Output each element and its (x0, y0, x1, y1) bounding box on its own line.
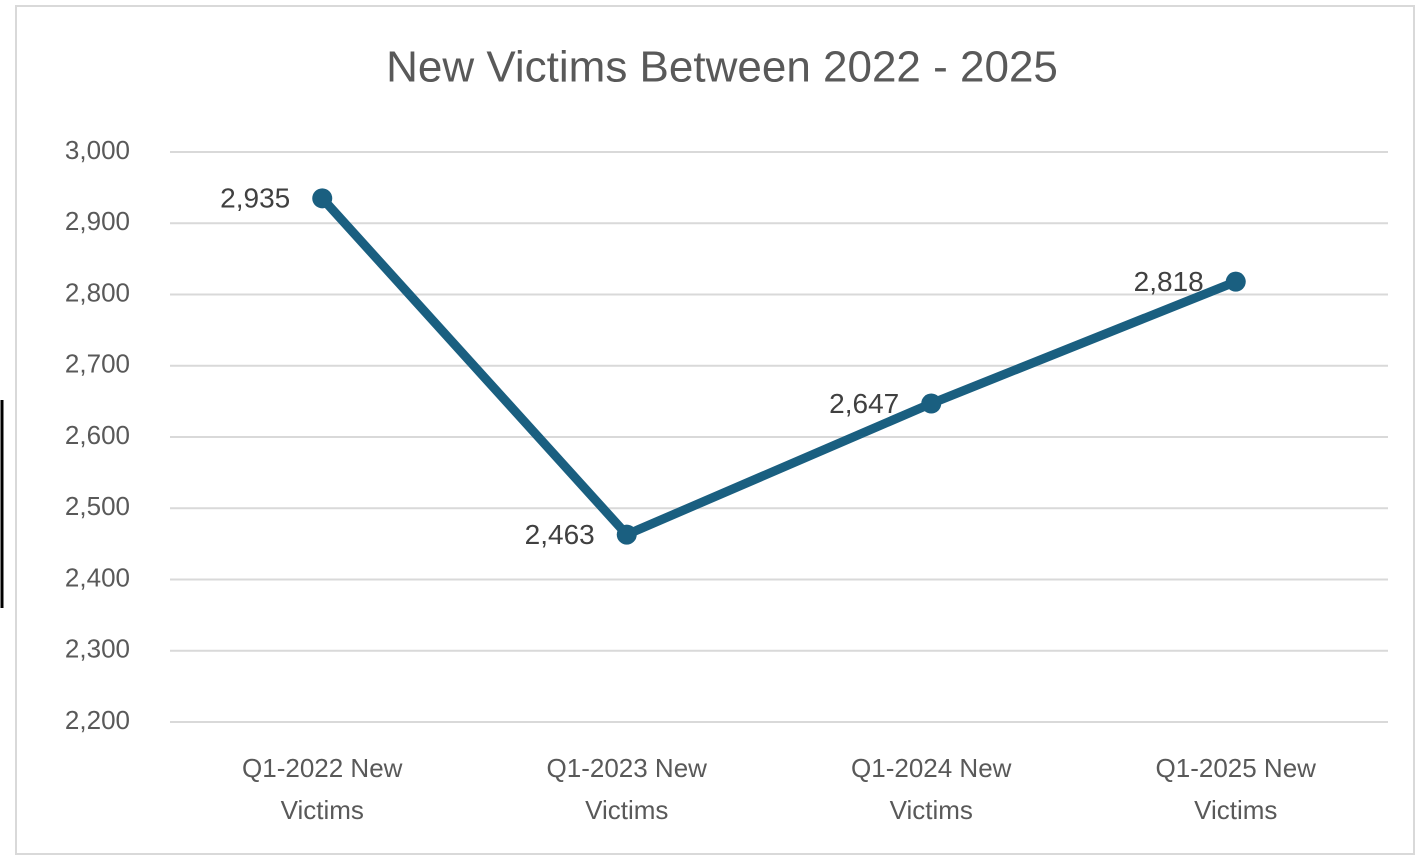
y-tick-label: 2,600 (65, 420, 130, 450)
y-tick-label: 2,800 (65, 277, 130, 307)
y-tick-label: 2,300 (65, 634, 130, 664)
x-tick-label: Q1-2022 New Victims (242, 753, 403, 825)
y-tick-label: 2,200 (65, 705, 130, 735)
x-tick-label: Q1-2023 New Victims (547, 753, 708, 825)
y-tick-label: 2,400 (65, 562, 130, 592)
data-label: 2,463 (525, 519, 595, 550)
data-label: 2,818 (1134, 266, 1204, 297)
data-label: 2,647 (829, 388, 899, 419)
point (1225, 271, 1246, 292)
y-tick-label: 2,700 (65, 349, 130, 379)
chart-title: New Victims Between 2022 - 2025 (386, 43, 1058, 92)
chart-frame (15, 5, 1415, 855)
x-tick-label: Q1-2024 New Victims (851, 753, 1012, 825)
point (312, 188, 333, 209)
y-tick-label: 2,900 (65, 206, 130, 236)
y-tick-label: 3,000 (65, 135, 130, 165)
point (616, 524, 637, 545)
y-tick-label: 2,500 (65, 491, 130, 521)
x-tick-label: Q1-2025 New Victims (1156, 753, 1317, 825)
point (921, 393, 942, 414)
line (318, 195, 1238, 540)
data-label: 2,935 (220, 183, 290, 214)
